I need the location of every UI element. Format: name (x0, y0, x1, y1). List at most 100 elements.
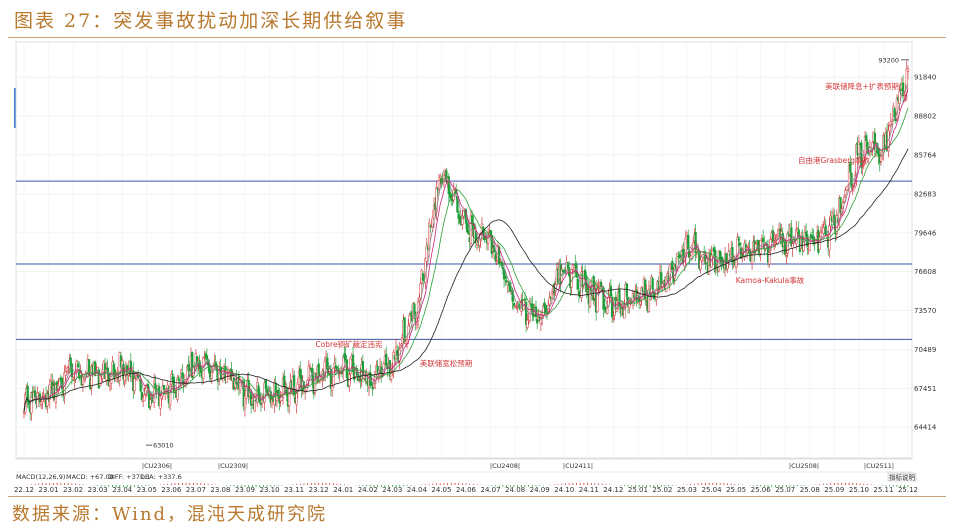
y-tick-label: 73570 (914, 307, 936, 315)
candle-down (660, 272, 663, 287)
candle-down (385, 353, 388, 367)
candle-up (372, 383, 376, 388)
candle-up (349, 357, 352, 374)
candle-up (408, 314, 411, 324)
candle-up (425, 245, 428, 262)
candle-up (333, 363, 336, 367)
candle-down (688, 250, 691, 258)
ma20-line (23, 107, 909, 413)
x-tick-label: 23.10 (260, 486, 280, 494)
y-ticks: 64414 67451 70489 73570 76608 79646 82683 85764… (914, 74, 937, 432)
candle-down (33, 390, 37, 398)
candle-up (905, 68, 908, 93)
x-tick-label: 24.07 (481, 486, 501, 494)
macd-panel: |CU2306| |CU2309| |CU2408| |CU2411| |CU2508|… (16, 458, 917, 488)
x-tick-label: 23.01 (39, 486, 59, 494)
x-tick-label: 23.12 (309, 486, 329, 494)
candle-up (661, 283, 664, 287)
y-tick-label: 76608 (914, 268, 936, 276)
horizontal-lines (16, 180, 912, 340)
candle-down (566, 262, 570, 269)
candle-up (149, 399, 152, 407)
x-ticks: 22.12 23.01 23.02 23.03 23.04 23.05 23.06 23.07… (14, 486, 918, 494)
candle-down (292, 375, 296, 396)
candle-up (699, 259, 702, 270)
candle-up (210, 371, 213, 379)
candle-down (344, 355, 347, 361)
candle-up (528, 302, 531, 322)
candle-down (199, 366, 202, 373)
candle-up (435, 187, 438, 213)
candle-down (824, 225, 827, 236)
candle-down (602, 287, 605, 310)
candle-down (447, 176, 450, 195)
candle-up (143, 394, 146, 402)
candle-down (737, 239, 740, 241)
event-annotation: Cobre铜矿裁定违宪 (315, 339, 383, 349)
x-tick-label: 23.07 (186, 486, 206, 494)
contract-label: |CU2306| (142, 462, 172, 470)
candle-down (361, 361, 365, 378)
candle-up (332, 367, 335, 388)
x-tick-label: 23.05 (137, 486, 157, 494)
y-tick-label: 70489 (914, 346, 936, 354)
candle-up (437, 180, 441, 190)
candle-down (523, 298, 527, 301)
candle-up (639, 301, 642, 305)
candle-up (548, 297, 551, 305)
min-price-callout: 63010 (153, 442, 174, 450)
y-tick-label: 67451 (914, 385, 936, 393)
plot-frame (15, 41, 913, 459)
x-tick-label: 24.10 (554, 486, 574, 494)
candle-up (785, 253, 788, 256)
candle-down (445, 170, 448, 182)
candle-down (687, 234, 690, 250)
candle-down (501, 267, 504, 270)
candle-up (857, 141, 861, 155)
candle-down (536, 319, 539, 324)
contract-label: |CU2511| (864, 462, 894, 470)
candle-up (888, 125, 891, 132)
candle-down (609, 285, 613, 297)
x-tick-label: 23.02 (63, 486, 83, 494)
candle-down (500, 261, 503, 267)
x-tick-label: 25.07 (775, 486, 795, 494)
macd-header: MACD(12,26,9) (16, 473, 65, 481)
candle-up (841, 202, 845, 212)
candle-up (486, 235, 490, 244)
x-tick-label: 25.09 (824, 486, 844, 494)
x-tick-label: 23.06 (161, 486, 182, 494)
candle-down (26, 385, 29, 403)
candle-down (191, 352, 194, 378)
x-tick-label: 24.09 (530, 486, 550, 494)
candle-up (691, 242, 695, 250)
candle-up (513, 305, 517, 308)
candle-up (898, 91, 901, 104)
x-tick-label: 23.03 (88, 486, 108, 494)
candle-up (65, 367, 69, 372)
candle-down (87, 359, 91, 376)
x-tick-label: 22.12 (14, 486, 34, 494)
event-annotation: 美联储降息+扩表预期 (825, 81, 899, 91)
y-tick-label: 85764 (914, 151, 937, 159)
candle-down (283, 375, 286, 388)
candle-up (30, 392, 33, 414)
candle-up (439, 175, 442, 179)
candle-down (671, 261, 674, 271)
x-tick-label: 23.04 (112, 486, 133, 494)
y-tick-label: 79646 (914, 229, 937, 237)
candle-down (865, 135, 868, 142)
candle-up (253, 397, 256, 412)
candle-down (264, 379, 268, 389)
candle-up (288, 388, 291, 406)
candle-up (338, 373, 341, 375)
candle-up (48, 384, 51, 400)
x-tick-label: 25.03 (677, 486, 697, 494)
x-tick-label: 24.05 (431, 486, 451, 494)
candle-up (461, 215, 464, 225)
indicator-info-button[interactable] (887, 472, 917, 482)
candle-up (843, 196, 846, 202)
candle-down (70, 363, 74, 378)
candle-up (133, 378, 136, 392)
x-tick-label: 24.02 (358, 486, 378, 494)
